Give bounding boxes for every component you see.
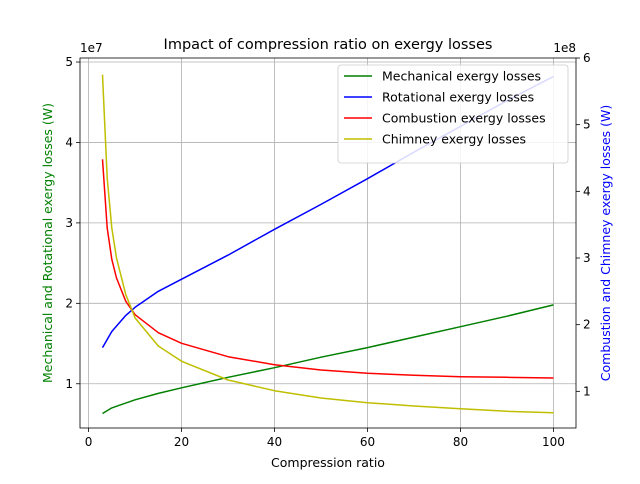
chart-title: Impact of compression ratio on exergy lo… bbox=[164, 37, 493, 53]
left-tick-label: 4 bbox=[65, 135, 73, 149]
x-axis-ticks: 0 20 40 60 80 100 bbox=[85, 428, 565, 449]
right-axis-offset-text: 1e8 bbox=[553, 41, 576, 55]
right-tick-label: 3 bbox=[583, 251, 591, 265]
legend-label-1: Rotational exergy losses bbox=[382, 90, 534, 105]
legend: Mechanical exergy losses Rotational exerg… bbox=[337, 64, 569, 164]
legend-label-3: Chimney exergy losses bbox=[382, 132, 526, 147]
left-tick-label: 3 bbox=[65, 216, 73, 230]
x-tick-label: 0 bbox=[85, 435, 93, 449]
legend-box bbox=[337, 64, 569, 164]
x-axis-label: Compression ratio bbox=[271, 455, 385, 470]
left-tick-label: 5 bbox=[65, 55, 73, 69]
left-axis-label: Mechanical and Rotational exergy losses … bbox=[40, 103, 55, 383]
left-tick-label: 2 bbox=[65, 296, 73, 310]
right-tick-label: 5 bbox=[583, 118, 591, 132]
series-line-3 bbox=[101, 74, 554, 414]
x-tick-label: 80 bbox=[453, 435, 468, 449]
plot-frame bbox=[79, 57, 577, 429]
right-tick-label: 4 bbox=[583, 184, 591, 198]
x-tick-label: 100 bbox=[542, 435, 565, 449]
right-axis-ticks: 1 2 3 4 5 6 bbox=[576, 51, 591, 398]
right-tick-label: 6 bbox=[583, 51, 591, 65]
left-tick-label: 1 bbox=[65, 377, 73, 391]
right-tick-label: 2 bbox=[583, 318, 591, 332]
x-tick-label: 20 bbox=[174, 435, 189, 449]
left-axis-ticks: 1 2 3 4 5 bbox=[65, 55, 80, 391]
right-axis-label: Combustion and Chimney exergy losses (W) bbox=[598, 105, 613, 381]
x-tick-label: 40 bbox=[267, 435, 282, 449]
series-line-0 bbox=[102, 304, 554, 415]
right-tick-label: 1 bbox=[583, 384, 591, 398]
legend-label-2: Combustion exergy losses bbox=[382, 111, 546, 126]
x-tick-label: 60 bbox=[360, 435, 375, 449]
left-axis-offset-text: 1e7 bbox=[80, 41, 103, 55]
series-line-2 bbox=[101, 159, 554, 379]
legend-label-0: Mechanical exergy losses bbox=[382, 69, 541, 84]
